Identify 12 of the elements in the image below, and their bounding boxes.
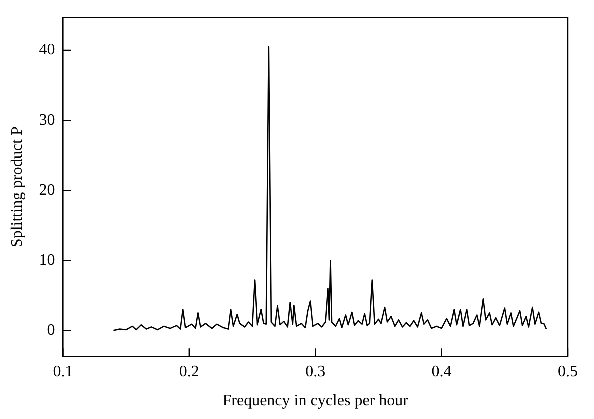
x-tick-label: 0.5 (558, 363, 578, 380)
x-tick-label: 0.1 (53, 363, 74, 380)
y-tick-label: 0 (47, 322, 56, 339)
x-tick-label: 0.2 (179, 363, 200, 380)
y-tick-label: 40 (39, 42, 56, 59)
y-tick-label: 20 (39, 182, 56, 199)
y-axis-title: Splitting product P (8, 126, 26, 248)
x-axis-title: Frequency in cycles per hour (222, 392, 410, 410)
x-tick-label: 0.3 (306, 363, 326, 380)
x-tick-label: 0.4 (432, 363, 452, 380)
y-tick-label: 10 (39, 252, 56, 269)
y-tick-label: 30 (39, 112, 56, 129)
